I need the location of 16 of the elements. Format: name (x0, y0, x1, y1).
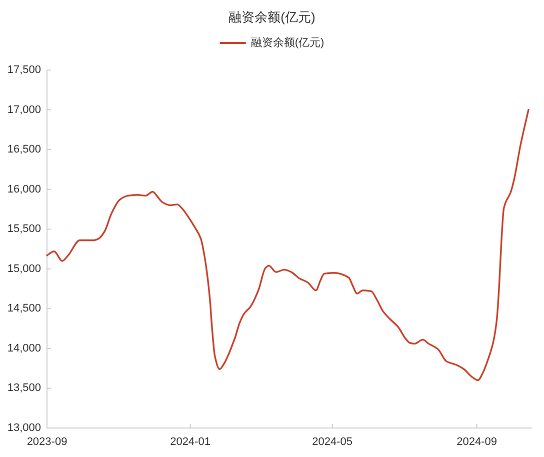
y-tick-label: 16,500 (7, 144, 41, 156)
y-tick-label: 15,500 (7, 223, 41, 236)
y-tick-label: 16,000 (7, 183, 41, 196)
legend-label: 融资余额(亿元) (250, 37, 324, 49)
y-tick-label: 14,000 (7, 342, 41, 354)
title: 融资余额(亿元) (228, 10, 316, 24)
y-tick-label: 17,500 (7, 64, 41, 76)
y-tick-label: 17,000 (7, 104, 41, 116)
x-tick-label: 2023-09 (26, 436, 68, 448)
x-tick-label: 2024-01 (170, 436, 210, 448)
y-tick-label: 14,500 (7, 302, 41, 315)
y-tick-label: 15,000 (7, 262, 41, 275)
y-tick-label: 13,000 (7, 422, 41, 434)
x-tick-label: 2024-09 (456, 436, 497, 448)
x-tick-label: 2024-05 (312, 436, 353, 448)
y-tick-label: 13,500 (7, 382, 41, 394)
